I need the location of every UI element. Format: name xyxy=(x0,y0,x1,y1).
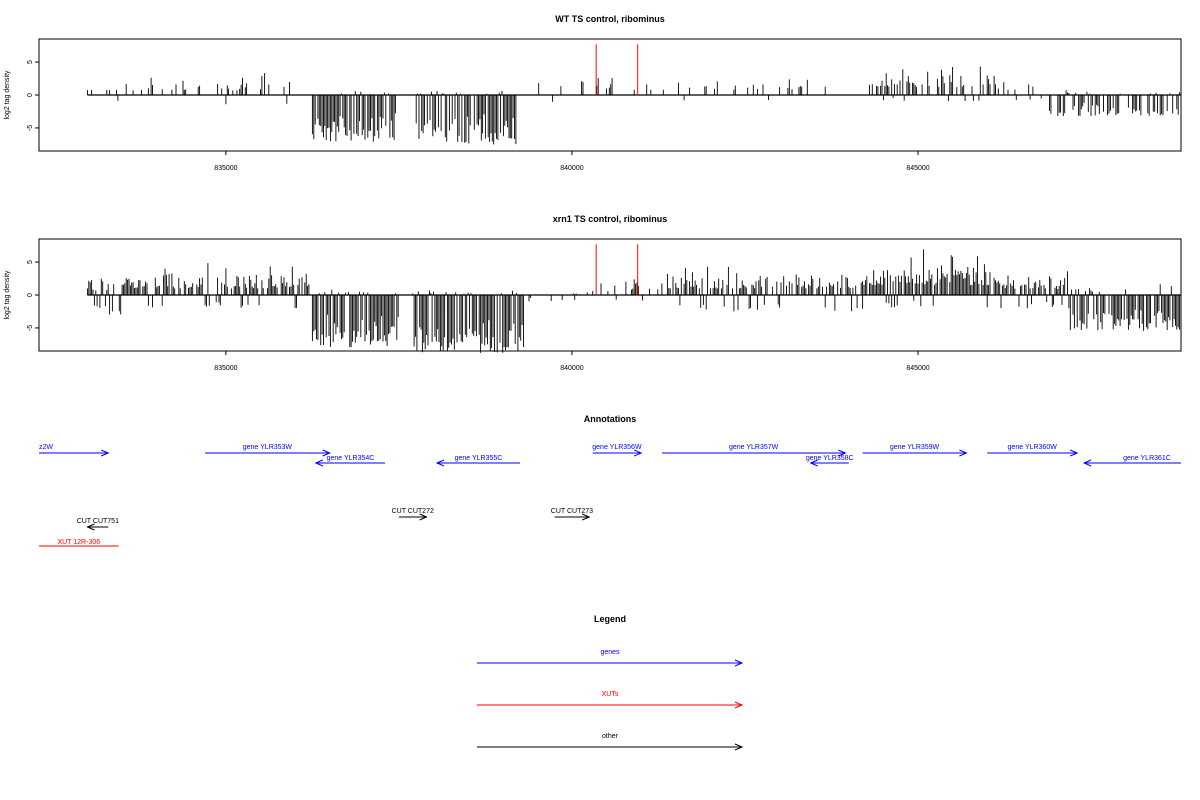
y-tick-label: 0 xyxy=(27,93,34,97)
y-axis-label: log2 tag density xyxy=(4,70,11,120)
annotations-title: Annotations xyxy=(584,414,637,424)
x-tick-label: 835000 xyxy=(214,365,237,372)
feature-label: gene YLR360W xyxy=(1008,444,1058,451)
feature-label: XUT 12R-306 xyxy=(57,539,100,546)
feature-label: gene YLR353W xyxy=(243,444,293,451)
arrowhead-right xyxy=(419,513,428,521)
y-tick-label: 0 xyxy=(27,293,34,297)
arrowhead-left xyxy=(809,459,818,467)
arrowhead-left xyxy=(314,459,324,467)
legend-label: other xyxy=(602,733,619,740)
feature-label: gene YLR356W xyxy=(592,444,642,451)
arrowhead-right xyxy=(1069,449,1079,457)
density-bars xyxy=(86,66,1181,145)
feature-label: gene YLR357W xyxy=(729,444,779,451)
x-tick-label: 840000 xyxy=(560,365,583,372)
x-tick-label: 845000 xyxy=(906,365,929,372)
arrowhead-right xyxy=(633,449,643,457)
legend-label: genes xyxy=(600,649,620,656)
feature-label: CUT CUT751 xyxy=(77,518,119,525)
chart-title: WT TS control, ribominus xyxy=(555,14,665,24)
feature-label: CUT CUT273 xyxy=(551,508,593,515)
y-axis-label: log2 tag density xyxy=(4,270,11,320)
chart-title: xrn1 TS control, ribominus xyxy=(553,214,668,224)
arrowhead-left xyxy=(1082,459,1092,467)
legend-title: Legend xyxy=(594,614,626,624)
feature-label: gene YLR355C xyxy=(455,455,503,462)
legend-arrowhead xyxy=(734,743,744,751)
arrowhead-right xyxy=(959,449,968,457)
y-tick-label: -5 xyxy=(27,325,34,331)
feature-label: z2W xyxy=(39,444,53,451)
feature-label: gene YLR361C xyxy=(1123,455,1171,462)
feature-label: gene YLR359W xyxy=(890,444,940,451)
arrowhead-left xyxy=(435,459,445,467)
y-tick-label: 5 xyxy=(27,60,34,64)
legend-label: XUTs xyxy=(602,691,619,698)
arrowhead-left xyxy=(86,523,95,531)
arrowhead-right xyxy=(101,449,110,457)
x-tick-label: 845000 xyxy=(906,165,929,172)
y-tick-label: 5 xyxy=(27,260,34,264)
y-tick-label: -5 xyxy=(27,125,34,131)
density-bars xyxy=(86,249,1182,353)
x-tick-label: 835000 xyxy=(214,165,237,172)
legend-arrowhead xyxy=(734,659,744,667)
feature-label: gene YLR358C xyxy=(806,455,854,462)
arrowhead-right xyxy=(838,449,847,457)
feature-label: gene YLR354C xyxy=(327,455,375,462)
x-tick-label: 840000 xyxy=(560,165,583,172)
arrowhead-right xyxy=(582,513,591,521)
feature-label: CUT CUT272 xyxy=(392,508,434,515)
legend-arrowhead xyxy=(734,701,744,709)
arrowhead-right xyxy=(322,449,331,457)
